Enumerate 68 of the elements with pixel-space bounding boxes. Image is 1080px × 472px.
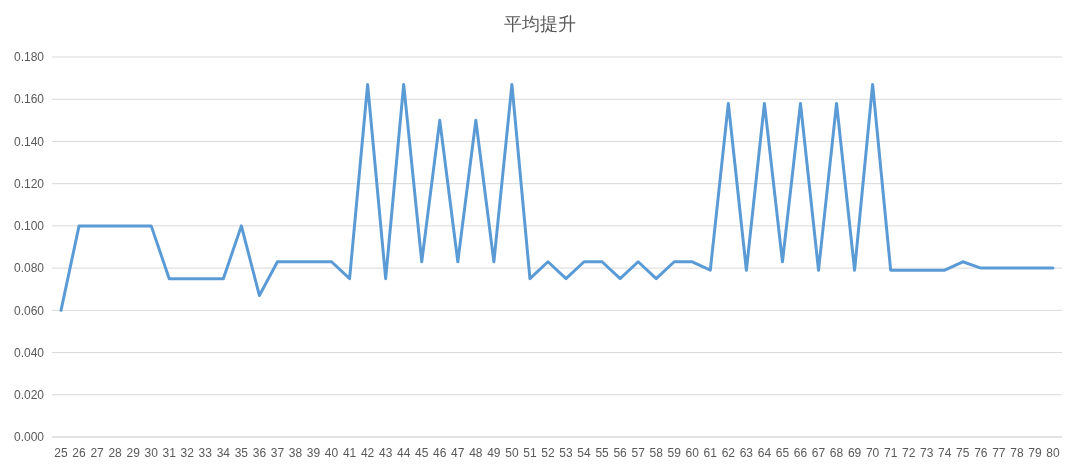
x-tick-label: 64: [757, 446, 772, 460]
x-tick-label: 29: [126, 446, 141, 460]
x-tick-label: 63: [739, 446, 754, 460]
x-tick-label: 75: [956, 446, 970, 460]
x-tick-label: 48: [469, 446, 483, 460]
x-tick-label: 78: [1010, 446, 1024, 460]
x-tick-label: 79: [1028, 446, 1042, 460]
x-tick-label: 73: [920, 446, 934, 460]
x-tick-label: 54: [577, 446, 592, 460]
y-tick-label: 0.040: [13, 345, 45, 360]
y-tick-label: 0.100: [13, 219, 45, 234]
x-tick-label: 45: [415, 446, 429, 460]
x-tick-label: 70: [865, 446, 880, 460]
y-tick-label: 0.000: [13, 430, 45, 445]
x-tick-label: 31: [162, 446, 177, 460]
y-tick-label: 0.160: [13, 92, 45, 107]
x-tick-label: 33: [198, 446, 213, 460]
x-tick-label: 80: [1046, 446, 1060, 460]
x-tick-label: 66: [793, 446, 808, 460]
x-tick-label: 49: [487, 446, 501, 460]
x-tick-label: 74: [938, 446, 952, 460]
x-tick-label: 38: [288, 446, 303, 460]
x-tick-label: 56: [613, 446, 628, 460]
x-tick-label: 50: [505, 446, 519, 460]
x-tick-label: 37: [270, 446, 285, 460]
x-tick-label: 60: [685, 446, 700, 460]
x-tick-label: 30: [144, 446, 159, 460]
x-tick-label: 42: [360, 446, 375, 460]
x-tick-label: 72: [902, 446, 916, 460]
x-tick-label: 36: [252, 446, 267, 460]
x-tick-label: 52: [541, 446, 555, 460]
x-tick-label: 59: [667, 446, 682, 460]
y-tick-label: 0.120: [13, 176, 45, 191]
x-tick-label: 43: [378, 446, 393, 460]
y-tick-label: 0.140: [13, 134, 45, 149]
y-tick-label: 0.080: [13, 261, 45, 276]
x-tick-label: 26: [72, 446, 87, 460]
x-tick-label: 58: [649, 446, 664, 460]
x-tick-label: 69: [847, 446, 862, 460]
y-tick-label: 0.060: [13, 303, 45, 318]
x-tick-label: 55: [595, 446, 610, 460]
x-tick-label: 53: [559, 446, 574, 460]
x-tick-label: 39: [306, 446, 321, 460]
x-tick-label: 67: [811, 446, 826, 460]
chart-title: 平均提升: [504, 14, 576, 34]
x-tick-label: 47: [451, 446, 465, 460]
x-tick-label: 28: [108, 446, 123, 460]
y-tick-label: 0.020: [13, 387, 45, 402]
x-tick-label: 62: [721, 446, 736, 460]
x-tick-label: 25: [54, 446, 69, 460]
y-tick-label: 0.180: [13, 50, 45, 65]
x-tick-label: 68: [829, 446, 844, 460]
x-tick-label: 76: [974, 446, 988, 460]
x-tick-label: 77: [992, 446, 1006, 460]
line-series: [59, 82, 1055, 312]
x-tick-label: 71: [883, 446, 898, 460]
x-tick-label: 44: [397, 446, 411, 460]
x-tick-label: 57: [631, 446, 646, 460]
x-tick-label: 46: [433, 446, 447, 460]
x-tick-label: 51: [523, 446, 537, 460]
x-tick-label: 41: [342, 446, 357, 460]
x-tick-label: 27: [90, 446, 105, 460]
x-tick-label: 61: [703, 446, 718, 460]
x-tick-label: 65: [775, 446, 790, 460]
x-tick-label: 32: [180, 446, 195, 460]
x-tick-label: 40: [324, 446, 339, 460]
x-tick-label: 35: [234, 446, 249, 460]
x-tick-label: 34: [216, 446, 231, 460]
